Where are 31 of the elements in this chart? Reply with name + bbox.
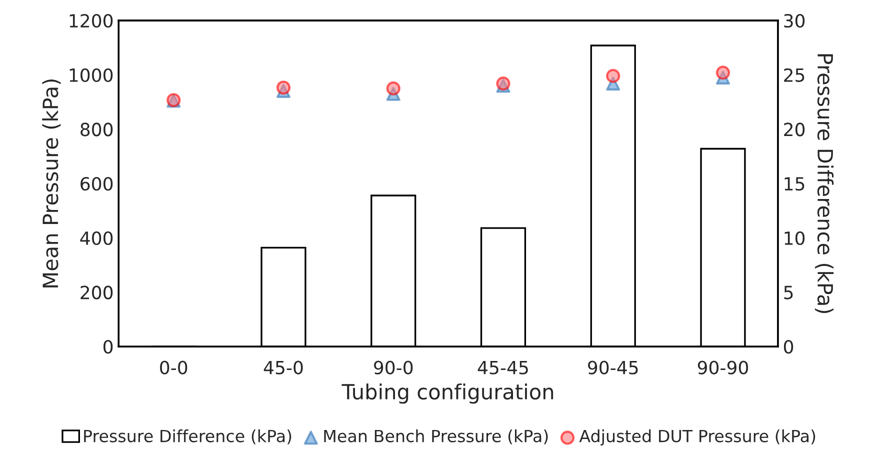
y-tick-label: 1200 [70,14,113,28]
y-tick-label: 400 [80,231,113,245]
y-tick-label: 200 [80,286,113,300]
y2-tick-label: 0 [784,340,794,354]
x-tick-label: 45-0 [264,360,303,374]
y-tick-label: 800 [80,122,113,136]
legend-label: Adjusted DUT Pressure (kPa) [579,429,816,446]
x-tick-label: 45-45 [478,361,528,374]
y-axis-title: Mean Pressure (kPa) [42,80,61,288]
y-tick-label: 1000 [70,68,113,82]
y2-tick-label: 10 [784,231,805,245]
y-tick-label: 0 [104,340,113,354]
point [496,76,510,91]
y2-tick-label: 5 [784,286,793,300]
y-tick-label: 600 [80,177,113,191]
x-tick-label: 90-90 [698,360,748,374]
y2-tick-label: 25 [784,68,804,82]
x-tick-label: 90-45 [588,360,638,374]
x-axis-title: Tubing configuration [342,383,554,404]
legend-label: Pressure Difference (kPa) [84,429,292,444]
x-tick-label: 90-0 [374,360,413,374]
y2-tick-label: 15 [784,177,804,191]
y2-tick-label: 20 [784,122,805,136]
y2-axis-title: Pressure Difference (kPa) [814,54,834,314]
legend-label: Mean Bench Pressure (kPa) [324,429,548,444]
point [606,68,620,84]
y2-tick-label: 30 [784,14,805,28]
x-tick-label: 0-0 [160,360,188,374]
point [716,66,730,80]
point [386,81,400,96]
point [276,80,291,95]
